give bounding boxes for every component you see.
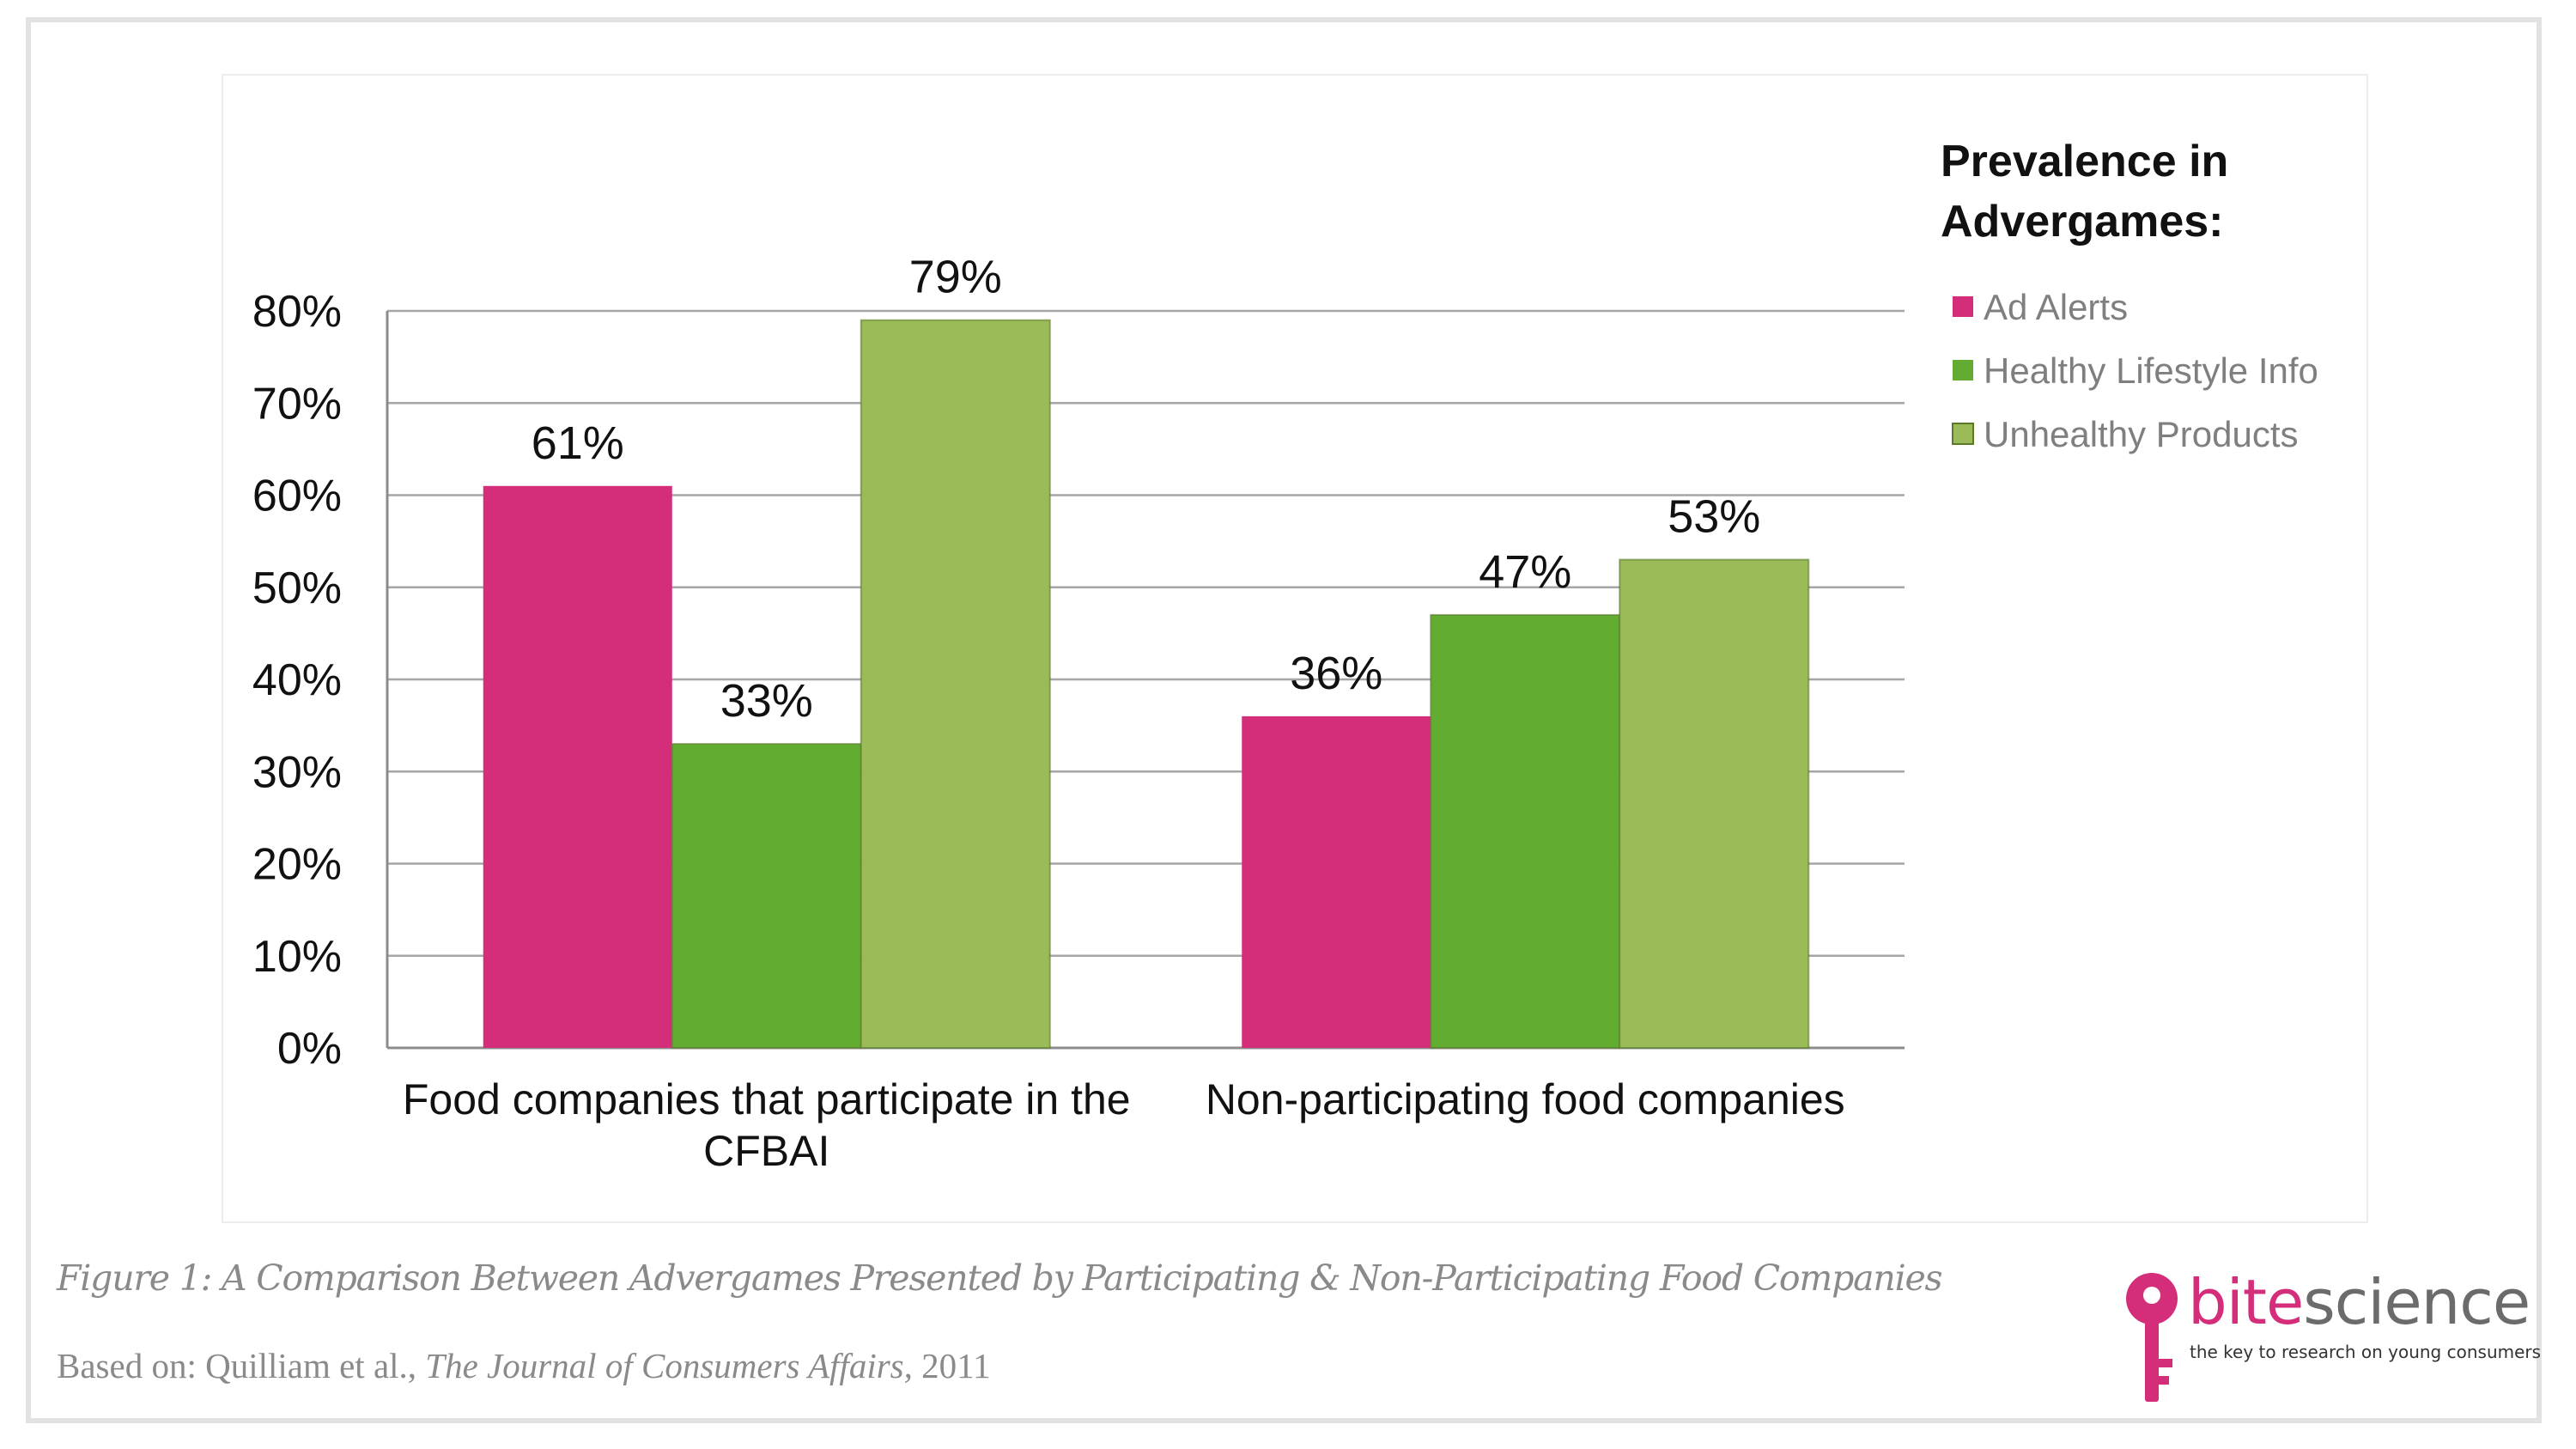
bar	[860, 319, 1051, 1050]
y-tick-label: 10%	[252, 932, 342, 982]
x-tick-label: Non-participating food companies	[1206, 1075, 1845, 1123]
bar	[1242, 715, 1431, 1048]
brand-name: bitescience	[2188, 1271, 2530, 1333]
legend-swatch	[1953, 360, 1973, 381]
y-tick-label: 80%	[252, 287, 342, 337]
y-tick-label: 40%	[252, 655, 342, 705]
data-label: 53%	[1668, 491, 1760, 543]
data-label: 36%	[1290, 648, 1382, 699]
y-tick-label: 70%	[252, 379, 342, 429]
legend-title: Prevalence in	[1941, 137, 2228, 186]
bar	[671, 743, 862, 1049]
source-prefix: Based on: Quilliam et al.,	[57, 1346, 426, 1385]
data-label: 79%	[909, 252, 1002, 303]
bar	[483, 485, 672, 1048]
data-label: 33%	[720, 675, 813, 727]
data-label: 47%	[1479, 546, 1571, 598]
bar	[1619, 558, 1810, 1049]
figure-caption: Figure 1: A Comparison Between Advergame…	[57, 1257, 1943, 1299]
brand-name-part1: bite	[2188, 1266, 2304, 1338]
y-tick-label: 30%	[252, 747, 342, 797]
source-year: 2011	[912, 1346, 991, 1385]
legend-swatch	[1952, 423, 1974, 445]
y-tick-label: 20%	[252, 840, 342, 890]
key-icon	[2126, 1273, 2178, 1402]
y-tick-label: 60%	[252, 472, 342, 521]
legend-title: Advergames:	[1941, 197, 2223, 247]
x-tick-label: CFBAI	[703, 1127, 829, 1175]
legend-label: Unhealthy Products	[1984, 414, 2299, 454]
legend-label: Healthy Lifestyle Info	[1984, 350, 2318, 391]
brand-tagline: the key to research on young consumers	[2190, 1342, 2542, 1362]
x-tick-label: Food companies that participate in the	[403, 1075, 1131, 1123]
source-journal: The Journal of Consumers Affairs,	[425, 1346, 913, 1385]
bar	[1430, 613, 1621, 1049]
brand-name-part2: science	[2303, 1266, 2530, 1338]
y-tick-label: 50%	[252, 563, 342, 613]
legend-label: Ad Alerts	[1984, 287, 2128, 327]
legend-swatch	[1953, 296, 1973, 317]
y-tick-label: 0%	[277, 1024, 342, 1074]
source-citation: Based on: Quilliam et al., The Journal o…	[57, 1345, 991, 1386]
data-label: 61%	[532, 417, 624, 469]
bitescience-logo[interactable]: bitescience the key to research on young…	[2121, 1269, 2541, 1407]
